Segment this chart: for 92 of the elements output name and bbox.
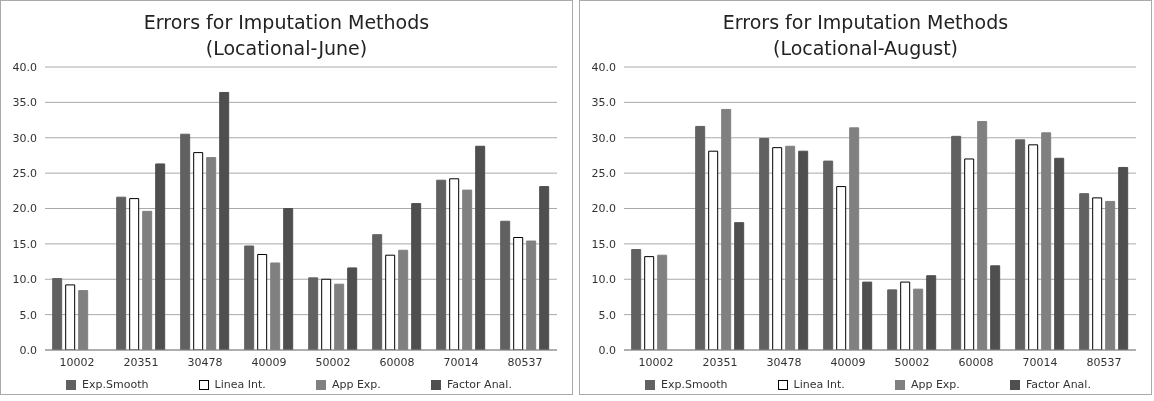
bar <box>734 222 745 350</box>
y-tick-label: 0.0 <box>19 343 37 357</box>
bar <box>823 160 834 350</box>
bar <box>500 220 511 350</box>
y-tick-label: 5.0 <box>598 308 616 322</box>
y-tick-label: 15.0 <box>12 237 37 251</box>
bar <box>1028 144 1039 350</box>
bar <box>1079 193 1090 350</box>
x-tick-label: 10002 <box>638 355 674 369</box>
bar <box>244 245 255 350</box>
bar <box>1118 166 1129 350</box>
x-tick-label: 20351 <box>702 355 738 369</box>
bar <box>708 150 719 350</box>
bar <box>759 137 770 350</box>
legend-label: App Exp. <box>910 378 960 391</box>
x-tick-label: 70014 <box>443 355 479 369</box>
bar <box>513 237 524 350</box>
bar <box>887 289 898 350</box>
bar <box>631 249 642 350</box>
bar <box>772 147 783 350</box>
bar <box>1054 157 1065 350</box>
x-tick-label: 20351 <box>123 355 159 369</box>
bar <box>475 145 486 350</box>
bar <box>116 196 127 350</box>
y-tick-label: 40.0 <box>12 60 37 74</box>
bar <box>449 178 460 350</box>
legend-label: Linea Int. <box>793 378 845 391</box>
bar <box>193 152 204 350</box>
bar <box>798 150 809 350</box>
bar <box>990 265 1001 350</box>
bar <box>321 278 332 350</box>
x-tick-label: 10002 <box>59 355 95 369</box>
y-tick-label: 20.0 <box>591 202 616 216</box>
x-tick-label: 60008 <box>958 355 994 369</box>
chart-title: Errors for Imputation Methods <box>142 10 431 35</box>
x-tick-label: 40009 <box>830 355 866 369</box>
bar <box>219 91 230 350</box>
bar <box>385 254 396 350</box>
bar <box>964 158 975 350</box>
x-tick-label: 50002 <box>315 355 351 369</box>
chart-subtitle: (Locational-August) <box>771 36 959 61</box>
bar <box>411 203 422 350</box>
x-tick-label: 40009 <box>251 355 287 369</box>
legend-label: Factor Anal. <box>446 378 512 391</box>
y-tick-label: 40.0 <box>591 60 616 74</box>
bar <box>283 208 294 350</box>
y-tick-label: 20.0 <box>12 202 37 216</box>
bar <box>900 281 911 350</box>
bar <box>347 267 358 350</box>
y-tick-label: 30.0 <box>591 131 616 145</box>
y-tick-label: 10.0 <box>591 273 616 287</box>
bar <box>836 186 847 350</box>
x-tick-label: 80537 <box>507 355 543 369</box>
x-tick-label: 70014 <box>1022 355 1058 369</box>
bar <box>372 234 383 350</box>
legend-label: Exp.Smooth <box>661 378 728 391</box>
bar <box>180 133 191 350</box>
x-tick-label: 50002 <box>894 355 930 369</box>
y-tick-label: 30.0 <box>12 131 37 145</box>
bar <box>926 275 937 350</box>
chart-subtitle: (Locational-June) <box>204 36 369 61</box>
bar <box>862 281 873 350</box>
y-tick-label: 0.0 <box>598 343 616 357</box>
x-tick-label: 60008 <box>379 355 415 369</box>
bar <box>436 179 447 350</box>
y-tick-label: 25.0 <box>12 167 37 181</box>
bar <box>65 284 76 350</box>
bar <box>52 278 63 350</box>
y-tick-label: 35.0 <box>12 96 37 110</box>
chart-title: Errors for Imputation Methods <box>721 10 1010 35</box>
bar <box>539 186 550 350</box>
y-tick-label: 25.0 <box>591 167 616 181</box>
bar <box>644 256 655 350</box>
bar <box>1092 197 1103 350</box>
bar <box>129 198 140 350</box>
x-tick-label: 80537 <box>1086 355 1122 369</box>
legend-label: Linea Int. <box>214 378 266 391</box>
bar <box>155 163 166 350</box>
y-tick-label: 35.0 <box>591 96 616 110</box>
bar <box>951 135 962 350</box>
y-tick-label: 5.0 <box>19 308 37 322</box>
x-tick-label: 30478 <box>766 355 802 369</box>
bar <box>695 125 706 350</box>
legend-label: Exp.Smooth <box>82 378 149 391</box>
bar <box>257 253 268 350</box>
legend-label: Factor Anal. <box>1025 378 1091 391</box>
x-tick-label: 30478 <box>187 355 223 369</box>
y-tick-label: 15.0 <box>591 237 616 251</box>
bar <box>1015 139 1026 350</box>
legend-label: App Exp. <box>331 378 381 391</box>
y-tick-label: 10.0 <box>12 273 37 287</box>
bar <box>308 277 319 350</box>
